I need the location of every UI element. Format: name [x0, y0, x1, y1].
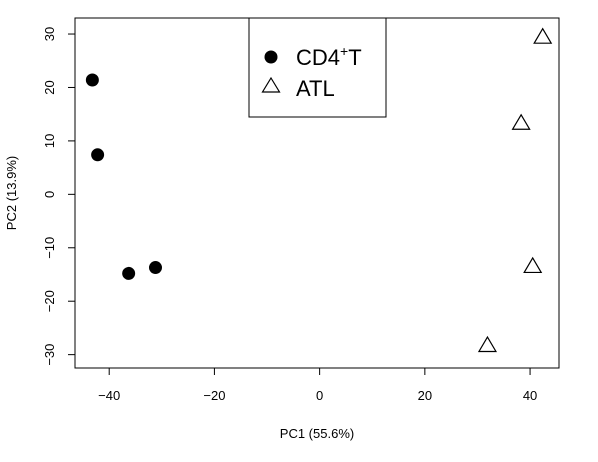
- legend-label-atl: ATL: [296, 76, 335, 101]
- point-atl: [477, 335, 498, 353]
- legend-label-cd4t-suffix: T: [348, 45, 361, 70]
- y-tick-label: 30: [42, 27, 57, 41]
- legend: CD4+T ATL: [248, 17, 387, 118]
- y-tick-label: 20: [42, 80, 57, 94]
- x-tick-label: 40: [523, 388, 537, 403]
- x-tick-label: 0: [316, 388, 323, 403]
- point-cd4t: [91, 148, 105, 162]
- y-tick-label: 0: [42, 191, 57, 198]
- x-tick-label: −40: [98, 388, 120, 403]
- x-axis-title: PC1 (55.6%): [280, 426, 354, 441]
- x-axis: −40 −20 0 20 40: [98, 368, 537, 403]
- point-atl: [533, 27, 553, 44]
- legend-marker-cd4t: [264, 50, 278, 64]
- data-points: [85, 27, 553, 353]
- y-axis: −30 −20 −10 0 10 20 30: [42, 27, 75, 366]
- y-tick-label: 10: [42, 134, 57, 148]
- x-tick-label: 20: [418, 388, 432, 403]
- x-tick-label: −20: [203, 388, 225, 403]
- legend-box: [248, 17, 387, 118]
- point-atl: [523, 256, 543, 274]
- point-cd4t: [85, 73, 99, 87]
- y-tick-label: −10: [42, 237, 57, 259]
- y-tick-label: −20: [42, 290, 57, 312]
- point-cd4t: [122, 266, 136, 280]
- y-tick-label: −30: [42, 344, 57, 366]
- point-atl: [511, 113, 531, 130]
- point-cd4t: [148, 261, 162, 275]
- legend-marker-atl: [261, 76, 281, 93]
- legend-label-cd4t-name: CD4: [296, 45, 340, 70]
- y-axis-title: PC2 (13.9%): [4, 156, 19, 230]
- legend-label-cd4t-sup: +: [340, 43, 348, 59]
- legend-label-cd4t: CD4+T: [296, 43, 362, 70]
